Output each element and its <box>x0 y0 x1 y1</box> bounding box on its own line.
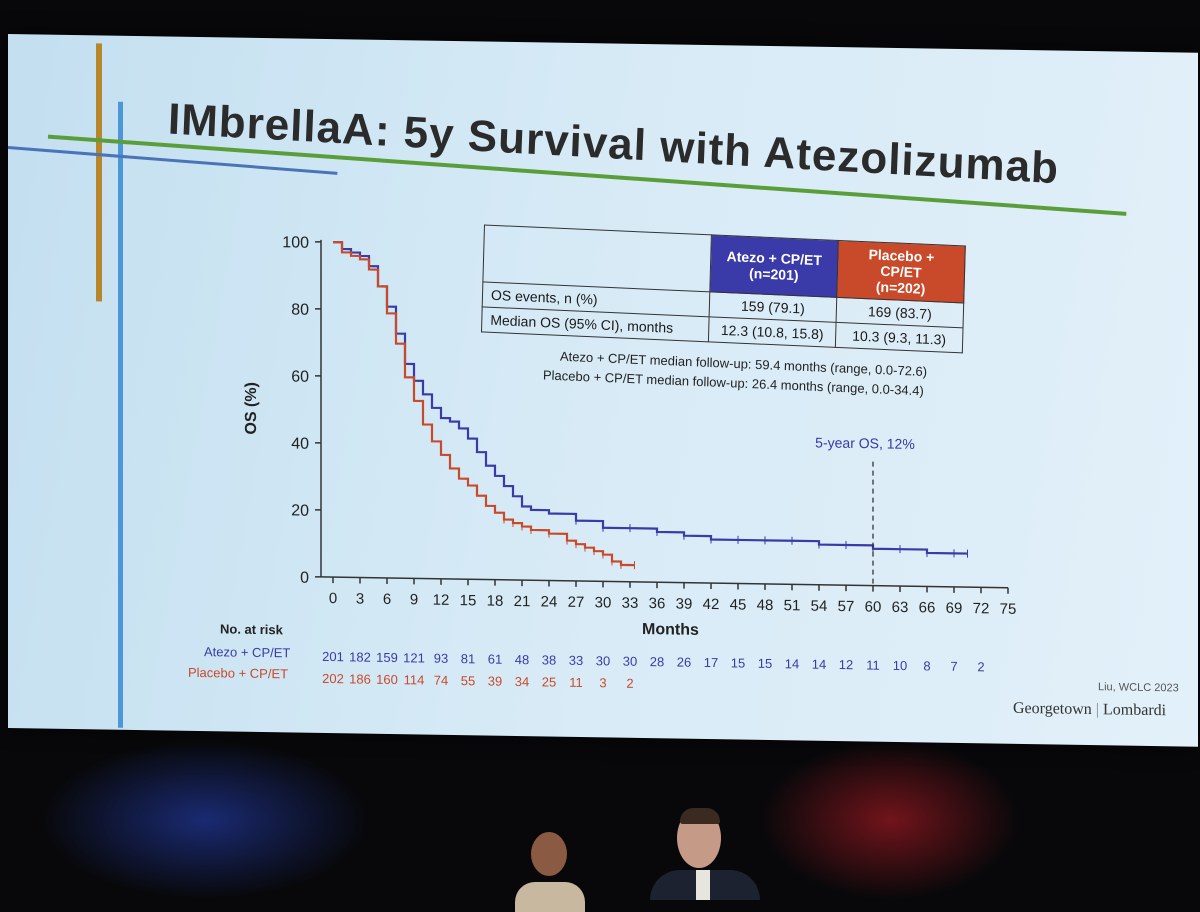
y-tick-label: 20 <box>291 502 309 519</box>
x-tick-label: 72 <box>973 600 990 617</box>
risk-value-placebo: 39 <box>488 674 502 689</box>
risk-value-atezo: 28 <box>650 654 664 669</box>
risk-value-placebo: 114 <box>404 672 425 687</box>
risk-value-atezo: 11 <box>866 657 879 672</box>
x-tick-label: 21 <box>514 593 531 610</box>
risk-value-atezo: 121 <box>403 650 425 665</box>
panelist-right <box>650 808 760 900</box>
risk-value-placebo: 74 <box>434 673 448 688</box>
y-tick-label: 40 <box>291 435 309 452</box>
risk-label-placebo: Placebo + CP/ET <box>188 665 288 682</box>
risk-value-placebo: 11 <box>569 675 582 690</box>
x-tick-label: 39 <box>676 595 693 612</box>
table-header-atezo: Atezo + CP/ET (n=201) <box>710 235 839 297</box>
risk-value-atezo: 26 <box>677 655 691 670</box>
x-tick-label: 69 <box>946 600 963 617</box>
risk-value-atezo: 14 <box>812 657 826 672</box>
risk-value-atezo: 30 <box>596 653 610 668</box>
x-tick-label: 63 <box>892 599 909 616</box>
risk-value-placebo: 34 <box>515 674 529 689</box>
risk-value-atezo: 14 <box>785 656 799 671</box>
x-tick-label: 30 <box>595 594 612 611</box>
risk-value-atezo: 12 <box>839 657 853 672</box>
institution-logo: Georgetown | Lombardi <box>1013 700 1166 720</box>
stage-light-red <box>760 740 1020 900</box>
risk-value-atezo: 30 <box>623 654 637 669</box>
risk-value-atezo: 159 <box>376 650 398 665</box>
five-year-annotation: 5-year OS, 12% <box>815 434 915 452</box>
x-tick-label: 42 <box>703 596 720 613</box>
x-tick-label: 45 <box>730 596 747 613</box>
header-placebo-n: (n=202) <box>845 277 955 298</box>
risk-value-atezo: 81 <box>461 651 475 666</box>
risk-value-placebo: 160 <box>376 672 398 687</box>
risk-value-atezo: 201 <box>322 649 344 664</box>
y-tick-label: 60 <box>291 368 309 385</box>
risk-value-atezo: 2 <box>977 659 984 674</box>
x-tick-label: 57 <box>838 598 855 615</box>
x-tick-label: 66 <box>919 599 936 616</box>
panelist-left <box>515 832 585 900</box>
x-tick-label: 60 <box>865 598 882 615</box>
x-tick-label: 15 <box>460 592 477 609</box>
x-tick-label: 3 <box>356 590 364 607</box>
os-stats-table: Atezo + CP/ET (n=201) Placebo + CP/ET (n… <box>481 224 966 353</box>
risk-value-placebo: 25 <box>542 674 556 689</box>
risk-value-atezo: 15 <box>731 655 745 670</box>
x-tick-label: 36 <box>649 595 666 612</box>
y-axis-label: OS (%) <box>243 382 260 435</box>
risk-value-atezo: 93 <box>434 651 448 666</box>
risk-value-atezo: 17 <box>704 655 718 670</box>
stage-light-blue <box>40 740 370 900</box>
x-tick-label: 6 <box>383 591 391 608</box>
risk-value-atezo: 15 <box>758 656 772 671</box>
x-tick-label: 27 <box>568 594 585 611</box>
x-tick-label: 9 <box>410 591 418 608</box>
x-tick-label: 12 <box>433 592 450 609</box>
x-tick-label: 48 <box>757 597 774 614</box>
table-header-placebo: Placebo + CP/ET (n=202) <box>837 240 966 302</box>
risk-value-atezo: 33 <box>569 653 583 668</box>
risk-header: No. at risk <box>220 621 283 637</box>
risk-value-placebo: 55 <box>461 673 475 688</box>
risk-value-atezo: 48 <box>515 652 529 667</box>
x-axis-line <box>321 577 1008 588</box>
x-tick-label: 24 <box>541 593 558 610</box>
y-tick-label: 80 <box>291 301 309 318</box>
risk-value-atezo: 182 <box>349 649 371 664</box>
x-tick-label: 33 <box>622 595 639 612</box>
cell-atezo: 12.3 (10.8, 15.8) <box>708 317 836 348</box>
risk-value-placebo: 2 <box>626 676 633 691</box>
x-tick-label: 75 <box>1000 601 1017 618</box>
x-tick-label: 54 <box>811 598 828 615</box>
risk-label-atezo: Atezo + CP/ET <box>204 644 290 660</box>
citation: Liu, WCLC 2023 <box>1098 681 1179 694</box>
risk-value-atezo: 7 <box>950 659 957 674</box>
header-placebo-arm: Placebo + CP/ET <box>846 245 957 282</box>
y-tick-label: 0 <box>300 570 309 587</box>
x-tick-label: 18 <box>487 593 504 610</box>
cell-placebo: 10.3 (9.3, 11.3) <box>835 322 963 353</box>
projected-slide: IMbrellaA: 5y Survival with Atezolizumab… <box>8 34 1198 747</box>
table-corner <box>483 225 712 292</box>
x-tick-label: 0 <box>329 590 337 607</box>
x-axis-label: Months <box>642 621 699 639</box>
logo-georgetown: Georgetown <box>1013 700 1092 718</box>
logo-divider: | <box>1096 701 1103 718</box>
risk-value-placebo: 3 <box>599 675 606 690</box>
x-tick-label: 51 <box>784 597 801 614</box>
risk-value-atezo: 10 <box>893 658 907 673</box>
risk-value-placebo: 186 <box>349 671 371 686</box>
risk-value-atezo: 61 <box>488 652 502 667</box>
risk-value-atezo: 8 <box>923 658 930 673</box>
y-tick-label: 100 <box>282 234 309 251</box>
logo-lombardi: Lombardi <box>1103 701 1166 719</box>
risk-value-atezo: 38 <box>542 652 556 667</box>
risk-value-placebo: 202 <box>322 671 344 686</box>
